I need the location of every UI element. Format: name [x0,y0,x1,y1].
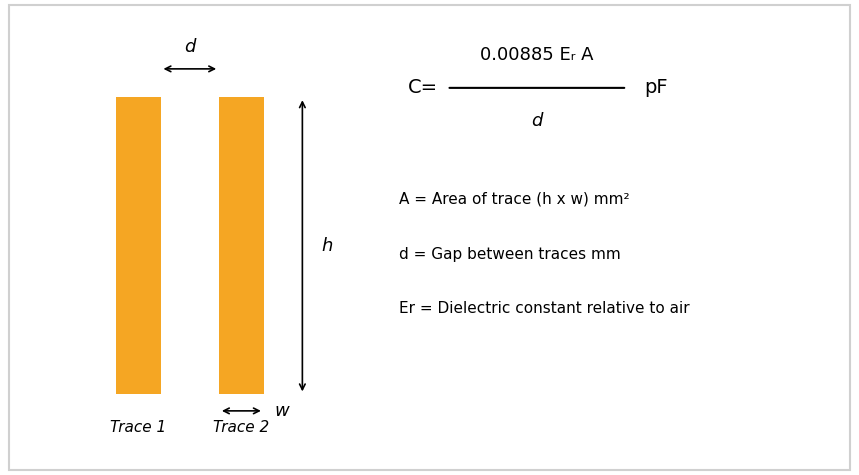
Text: Trace 2: Trace 2 [213,420,270,436]
Text: Trace 1: Trace 1 [110,420,167,436]
Text: Er = Dielectric constant relative to air: Er = Dielectric constant relative to air [399,301,690,316]
Text: h: h [321,237,332,255]
Text: 0.00885 Eᵣ A: 0.00885 Eᵣ A [480,46,594,64]
Text: A = Area of trace (h x w) mm²: A = Area of trace (h x w) mm² [399,192,630,207]
Text: d: d [531,112,543,130]
Text: C=: C= [408,78,438,97]
Text: w: w [275,402,289,420]
Bar [219,97,264,394]
Text: pF: pF [644,78,668,97]
Text: d = Gap between traces mm: d = Gap between traces mm [399,247,621,262]
Bar [116,97,161,394]
Text: d: d [184,38,196,57]
